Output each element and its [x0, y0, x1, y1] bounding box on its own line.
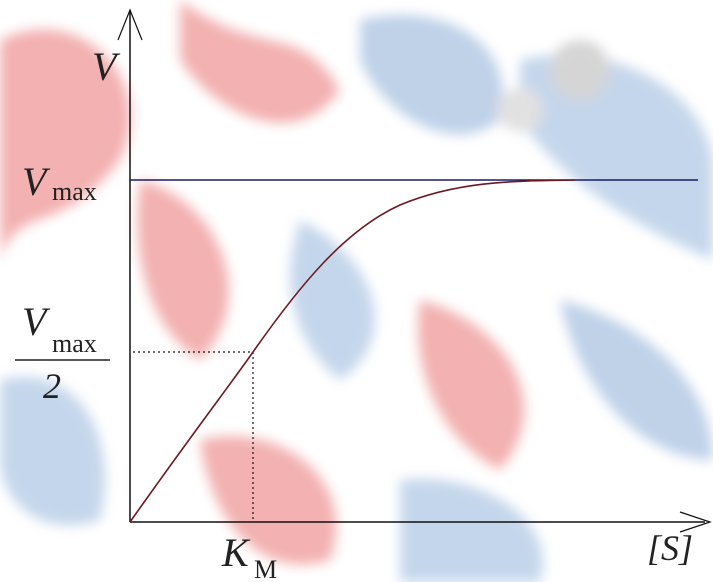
km-symbol: K [221, 530, 251, 575]
half-vmax-symbol: V [22, 299, 51, 344]
diagram: V [S] V max V max 2 K M [0, 0, 713, 582]
half-vmax-denominator: 2 [43, 366, 61, 406]
x-axis-label: [S] [647, 528, 693, 568]
half-vmax-subscript: max [52, 329, 97, 358]
km-subscript: M [254, 555, 277, 582]
vmax-subscript: max [52, 177, 97, 206]
